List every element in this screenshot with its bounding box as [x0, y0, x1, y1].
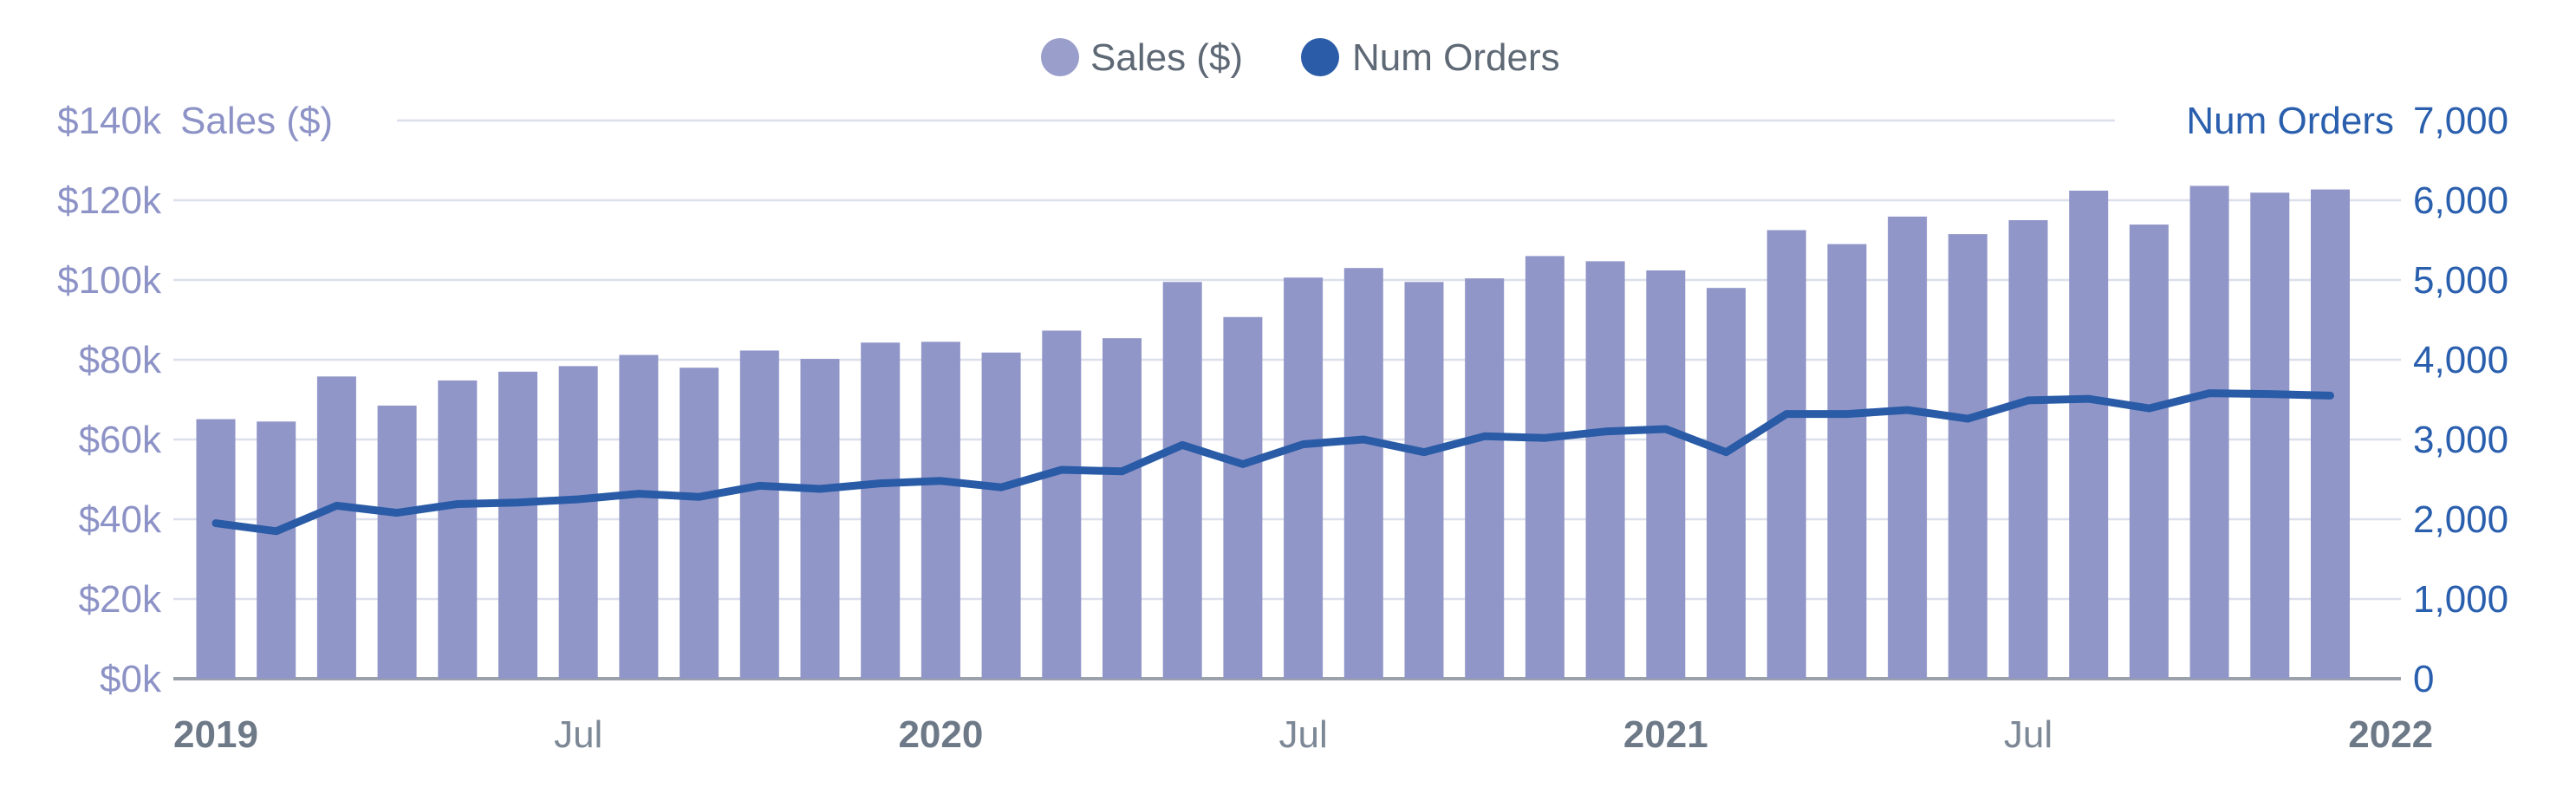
left-axis-title: Sales ($)	[180, 100, 333, 142]
y-axis-label-left: $40k	[79, 498, 162, 541]
legend-label: Sales ($)	[1090, 36, 1243, 79]
x-axis-label-year: 2020	[898, 713, 983, 756]
legend-item-sales[interactable]: Sales ($)	[1041, 36, 1243, 79]
x-axis-label-year: 2021	[1623, 713, 1708, 756]
y-axis-label-right: 1,000	[2413, 578, 2508, 621]
x-axis-label-year: 2022	[2348, 713, 2433, 756]
y-axis-label-right: 7,000	[2413, 100, 2508, 142]
sales-bar	[739, 350, 779, 679]
sales-bar	[1284, 277, 1324, 679]
x-axis-label-year: 2019	[173, 713, 258, 756]
legend-dot-icon	[1301, 38, 1339, 76]
sales-bar	[2189, 185, 2229, 679]
sales-bar	[800, 359, 840, 679]
sales-bar	[1103, 338, 1142, 679]
right-axis-title: Num Orders	[2186, 100, 2394, 142]
sales-bar	[1646, 270, 1686, 679]
sales-bar	[1707, 288, 1746, 679]
y-axis-label-left: $0k	[100, 658, 162, 700]
legend-item-orders[interactable]: Num Orders	[1301, 36, 1560, 79]
x-axis-label-jul: Jul	[554, 713, 602, 756]
sales-bar	[1585, 261, 1625, 679]
sales-bar	[316, 376, 356, 679]
y-axis-label-left: $100k	[57, 259, 162, 302]
legend-label: Num Orders	[1352, 36, 1560, 79]
sales-bar	[2129, 225, 2169, 679]
sales-bar	[196, 419, 236, 679]
sales-bar	[920, 342, 960, 679]
y-axis-label-right: 4,000	[2413, 339, 2508, 381]
orders-line	[211, 389, 2334, 536]
y-axis-label-right: 5,000	[2413, 259, 2508, 302]
x-axis-label-jul: Jul	[2004, 713, 2052, 756]
sales-bar	[1465, 278, 1505, 679]
sales-bar	[2250, 192, 2290, 679]
y-axis-label-right: 6,000	[2413, 179, 2508, 222]
sales-bar	[619, 355, 659, 679]
y-axis-label-left: $60k	[79, 419, 162, 461]
sales-bar	[1404, 282, 1444, 679]
sales-bar	[1948, 234, 1987, 680]
sales-bar	[1223, 316, 1263, 679]
y-axis-label-right: 2,000	[2413, 498, 2508, 541]
sales-bar	[2008, 220, 2048, 679]
y-axis-label-left: $120k	[57, 179, 162, 222]
sales-bar	[1042, 330, 1082, 679]
y-axis-label-right: 3,000	[2413, 419, 2508, 461]
sales-bar	[2311, 189, 2350, 679]
x-axis-label-jul: Jul	[1278, 713, 1327, 756]
sales-bar	[1827, 244, 1867, 679]
y-axis-label-left: $80k	[79, 339, 162, 381]
sales-bar	[1343, 268, 1383, 679]
sales-bar	[1888, 216, 1928, 680]
sales-bar	[498, 371, 537, 679]
sales-bar	[861, 342, 901, 679]
sales-bar	[1162, 282, 1202, 679]
sales-bar	[558, 366, 598, 679]
y-axis-label-left: $20k	[79, 578, 162, 621]
sales-bar	[257, 421, 296, 679]
sales-bar	[680, 368, 719, 679]
sales-bar	[2069, 190, 2109, 679]
sales-bar	[981, 352, 1021, 679]
sales-bar	[1525, 256, 1564, 679]
legend-dot-icon	[1041, 38, 1079, 76]
sales-bar	[438, 380, 478, 679]
y-axis-label-left: $140k	[57, 100, 162, 142]
sales-bar	[377, 405, 417, 679]
sales-bar	[1766, 230, 1806, 679]
y-axis-label-right: 0	[2413, 658, 2434, 700]
